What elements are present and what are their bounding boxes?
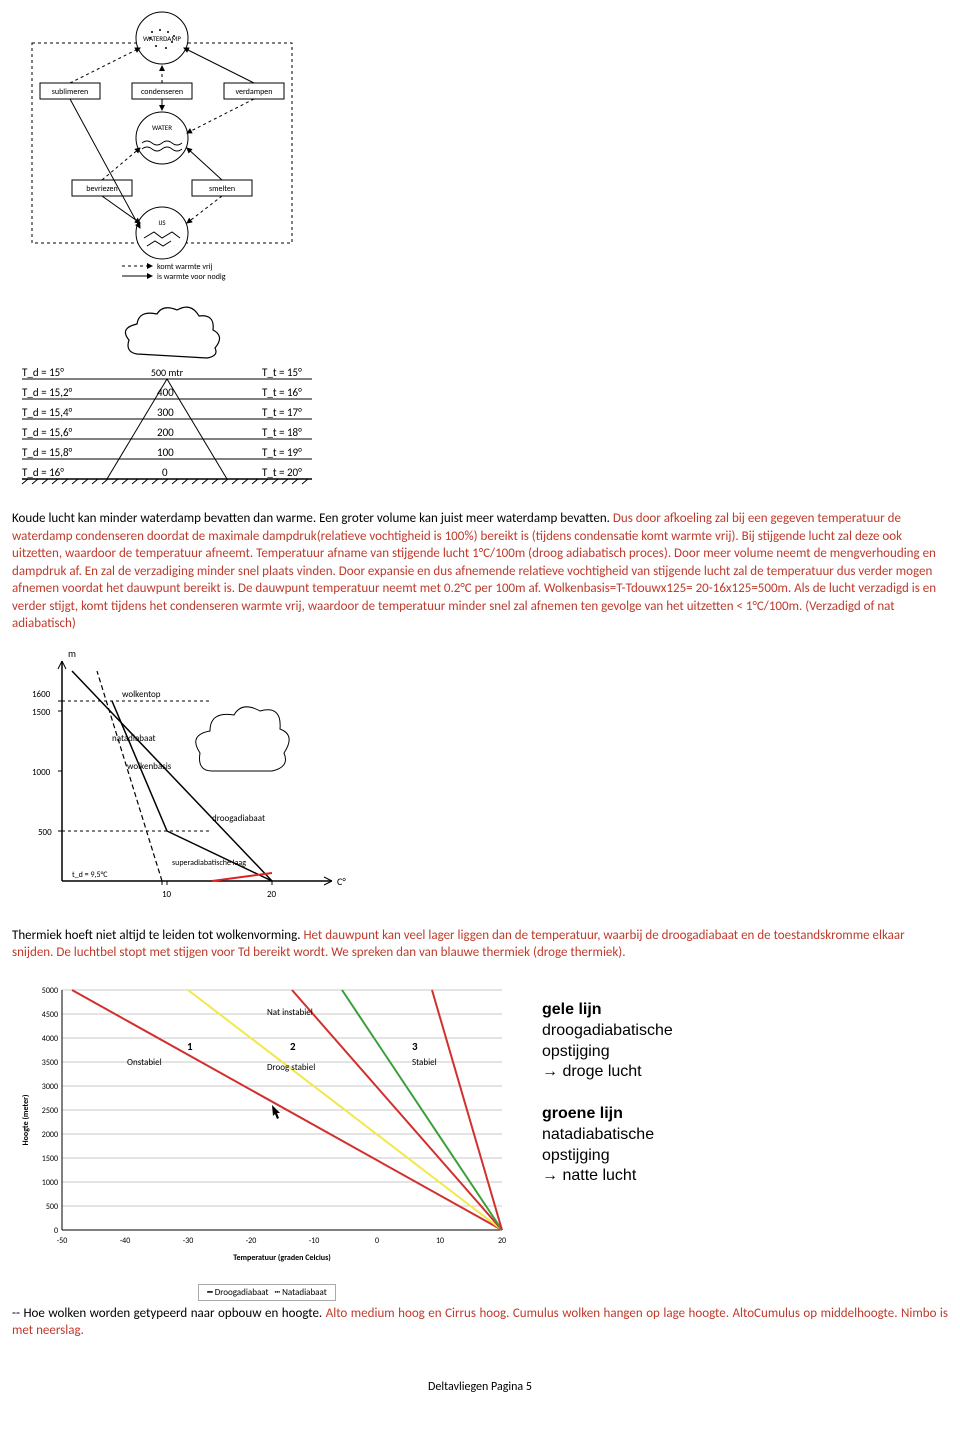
label-natadiabaat: natadiabaat (112, 733, 156, 744)
sy-0: 0 (54, 1226, 58, 1236)
cursor-icon (272, 1105, 280, 1119)
sx-m10: -10 (309, 1236, 320, 1246)
td-row-3: T_d = 15,6° (22, 426, 73, 439)
sy-3500: 3500 (42, 1058, 58, 1068)
label-verdampen: verdampen (235, 87, 272, 97)
side-body-1b: opstijging (542, 1042, 673, 1063)
label-water: WATER (152, 123, 172, 132)
alt-row-3: 200 (157, 426, 174, 439)
label-wolkentop: wolkentop (122, 689, 161, 700)
page-footer: Deltavliegen Pagina 5 (12, 1380, 948, 1394)
alt-row-1: 400 (157, 386, 174, 399)
xtick-10: 10 (162, 889, 172, 900)
sx-m30: -30 (183, 1236, 194, 1246)
sx-m50: -50 (57, 1236, 68, 1246)
para3-black: -- Hoe wolken worden getypeerd naar opbo… (12, 1306, 326, 1321)
legend-warmte-vrij: komt warmte vrij (157, 262, 213, 272)
alt-row-5: 0 (162, 466, 168, 479)
stability-chart: 0 500 1000 1500 2000 2500 3000 3500 4000… (12, 970, 522, 1301)
label-droogadiabaat: droogadiabaat (212, 813, 265, 824)
xtick-20: 20 (267, 889, 277, 900)
sy-4500: 4500 (42, 1010, 58, 1020)
region-2: 2 (290, 1040, 296, 1053)
td-row-5: T_d = 16° (22, 466, 64, 479)
side-heading-1: gele lijn (542, 1001, 602, 1018)
sy-3000: 3000 (42, 1082, 58, 1092)
label-droog-stabiel: Droog stabiel (267, 1062, 315, 1073)
td-row-1: T_d = 15,2° (22, 386, 73, 399)
tt-row-0: T_t = 15° (262, 366, 302, 379)
stability-ylabel: Hoogte (meter) (21, 1094, 31, 1145)
tt-row-3: T_t = 18° (262, 426, 302, 439)
stability-side-text: gele lijn droogadiabatische opstijging →… (542, 970, 673, 1187)
legend-warmte-nodig: is warmte voor nodig (157, 272, 226, 282)
label-nat-instabiel: Nat instabiel (267, 1007, 313, 1018)
y-axis-m: m (68, 647, 76, 660)
side-body-2a: natadiabatische (542, 1125, 673, 1146)
ytick-1000: 1000 (32, 767, 51, 778)
sx-10: 10 (436, 1236, 444, 1246)
x-axis-c: C° (337, 875, 346, 888)
sy-5000: 5000 (42, 986, 58, 996)
side-body-1c: → droge lucht (542, 1062, 673, 1083)
sx-20: 20 (498, 1236, 506, 1246)
label-ijs: IJS (158, 218, 165, 227)
td-row-0: T_d = 15° (22, 366, 64, 379)
paragraph-2: Thermiek hoeft niet altijd te leiden tot… (12, 927, 948, 962)
para1-red: Dus door afkoeling zal bij een gegeven t… (12, 511, 936, 631)
ytick-1600: 1600 (32, 689, 51, 700)
sy-4000: 4000 (42, 1034, 58, 1044)
side-body-2b: opstijging (542, 1146, 673, 1167)
phase-cycle-diagram: WATERDAMP WATER IJS sublimeren condenser… (12, 8, 948, 298)
alt-row-4: 100 (157, 446, 174, 459)
sx-m20: -20 (246, 1236, 257, 1246)
sy-2000: 2000 (42, 1130, 58, 1140)
para1-black: Koude lucht kan minder waterdamp bevatte… (12, 511, 613, 526)
region-3: 3 (412, 1040, 418, 1053)
stability-xlabel: Temperatuur (graden Celcius) (233, 1253, 331, 1263)
label-superadiabatisch: superadiabatische laag (172, 858, 246, 868)
ytick-500: 500 (38, 827, 52, 838)
sy-1000: 1000 (42, 1178, 58, 1188)
tt-row-2: T_t = 17° (262, 406, 302, 419)
sx-0: 0 (375, 1236, 379, 1246)
para2-black: Thermiek hoeft niet altijd te leiden tot… (12, 928, 303, 943)
td-row-2: T_d = 15,4° (22, 406, 73, 419)
tt-row-4: T_t = 19° (262, 446, 302, 459)
stability-section: 0 500 1000 1500 2000 2500 3000 3500 4000… (12, 970, 948, 1301)
adiabat-chart: m C° 1600 1500 1000 500 10 20 wolkentop … (12, 641, 948, 921)
side-heading-2: groene lijn (542, 1105, 623, 1122)
mountain-diagram: 500 mtr T_d = 15° T_t = 15° T_d = 15,2° … (12, 304, 948, 504)
stability-legend: ━ Droogadiabaat ┅ Natadiabaat (198, 1284, 335, 1301)
sy-1500: 1500 (42, 1154, 58, 1164)
label-smelten: smelten (209, 184, 235, 194)
label-bevriezen: bevriezen (86, 184, 117, 194)
sy-2500: 2500 (42, 1106, 58, 1116)
td-row-4: T_d = 15,8° (22, 446, 73, 459)
mountain-top-alt: 500 mtr (151, 366, 184, 379)
side-body-2c: → natte lucht (542, 1166, 673, 1187)
label-stabiel: Stabiel (412, 1057, 437, 1068)
label-waterdamp: WATERDAMP (143, 34, 181, 43)
label-td: t_d = 9,5°C (72, 870, 108, 880)
paragraph-1: Koude lucht kan minder waterdamp bevatte… (12, 510, 948, 633)
label-onstabiel: Onstabiel (127, 1057, 162, 1068)
sy-500: 500 (46, 1202, 58, 1212)
side-body-1a: droogadiabatische (542, 1021, 673, 1042)
sx-m40: -40 (120, 1236, 131, 1246)
label-sublimeren: sublimeren (52, 87, 88, 97)
paragraph-3: -- Hoe wolken worden getypeerd naar opbo… (12, 1305, 948, 1340)
label-condenseren: condenseren (141, 87, 183, 97)
region-1: 1 (187, 1040, 193, 1053)
tt-row-5: T_t = 20° (262, 466, 302, 479)
legend-nat: Natadiabaat (282, 1287, 327, 1298)
ytick-1500: 1500 (32, 707, 51, 718)
alt-row-2: 300 (157, 406, 174, 419)
legend-droog: Droogadiabaat (215, 1287, 269, 1298)
label-wolkenbasis: wolkenbasis (127, 761, 172, 772)
tt-row-1: T_t = 16° (262, 386, 302, 399)
